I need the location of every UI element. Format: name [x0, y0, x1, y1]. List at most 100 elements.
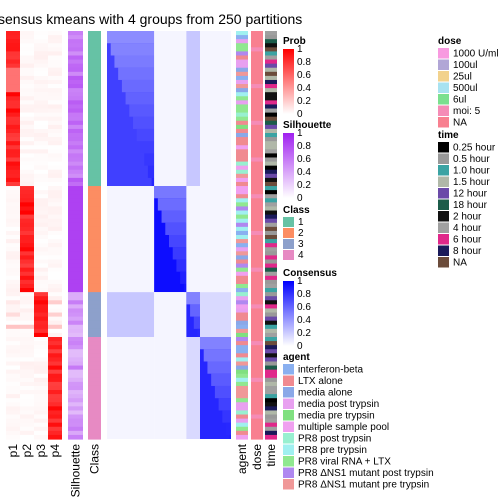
time-cell	[265, 353, 277, 358]
prob-cell	[6, 100, 20, 106]
prob-cell	[34, 63, 48, 69]
agent-cell	[236, 369, 248, 375]
prob-cell	[34, 418, 48, 424]
agent-cell	[236, 145, 248, 150]
agent-cell	[236, 430, 248, 436]
prob-cell	[20, 426, 34, 432]
column-label: p2	[20, 444, 34, 458]
column-label: Class	[88, 444, 102, 474]
prob-cell	[34, 141, 48, 146]
consensus-gradient	[190, 304, 200, 317]
class-cell	[88, 92, 101, 97]
legend-tick: 0.4	[297, 315, 311, 326]
dose-cell	[251, 104, 263, 110]
class-cell	[88, 251, 101, 256]
dose-legend-label: 1000 U/ml	[453, 49, 499, 60]
time-cell	[265, 88, 277, 93]
class-cell	[88, 271, 101, 277]
time-cell	[265, 345, 277, 350]
class-cell	[88, 79, 101, 85]
prob-cell	[20, 398, 34, 403]
column-label: time	[264, 444, 278, 467]
agent-cell	[236, 210, 248, 216]
agent-cell	[236, 255, 248, 261]
prob-cell	[6, 206, 20, 212]
silhouette-cell	[68, 67, 83, 73]
prob-cell	[34, 235, 48, 240]
silhouette-cell	[68, 320, 83, 326]
legend-title: Silhouette	[283, 120, 332, 131]
dose-cell	[251, 108, 263, 114]
prob-cell	[34, 202, 48, 208]
prob-cell	[34, 251, 48, 256]
prob-cell	[20, 226, 34, 232]
class-cell	[88, 181, 101, 187]
silhouette-cell	[68, 259, 83, 265]
silhouette-cell	[68, 39, 83, 44]
class-cell	[88, 137, 101, 142]
dose-cell	[251, 288, 263, 293]
silhouette-cell	[68, 341, 83, 346]
time-cell	[265, 39, 277, 44]
prob-cell	[34, 79, 48, 85]
agent-legend-label: interferon-beta	[298, 365, 363, 376]
prob-cell	[6, 39, 20, 44]
agent-cell	[236, 361, 248, 367]
dose-cell	[251, 222, 263, 228]
silhouette-cell	[68, 79, 83, 85]
prob-cell	[6, 157, 20, 163]
agent-cell	[236, 51, 248, 57]
silhouette-cell	[68, 324, 83, 330]
prob-cell	[34, 124, 48, 130]
prob-cell	[48, 337, 62, 342]
prob-cell	[34, 320, 48, 326]
prob-cell	[34, 430, 48, 436]
silhouette-cell	[68, 434, 83, 440]
prob-cell	[20, 47, 34, 52]
class-cell	[88, 316, 101, 322]
prob-cell	[6, 353, 20, 358]
time-cell	[265, 398, 277, 403]
class-cell	[88, 112, 101, 118]
time-cell	[265, 434, 277, 440]
prob-cell	[6, 283, 20, 289]
prob-cell	[34, 35, 48, 40]
time-cell	[265, 332, 277, 338]
dose-cell	[251, 324, 263, 330]
class-cell	[88, 357, 101, 363]
legend-title: dose	[438, 36, 462, 47]
class-legend-label: 4	[298, 250, 304, 261]
agent-cell	[236, 410, 248, 416]
dose-legend-swatch	[438, 71, 449, 82]
prob-cell	[48, 226, 62, 232]
prob-cell	[34, 385, 48, 391]
silhouette-cell	[68, 296, 83, 301]
prob-cell	[6, 226, 20, 232]
class-cell	[88, 177, 101, 183]
prob-cell	[48, 271, 62, 277]
class-cell	[88, 312, 101, 318]
time-cell	[265, 292, 277, 297]
agent-legend-swatch	[283, 444, 294, 455]
prob-cell	[20, 31, 34, 36]
prob-cell	[48, 304, 62, 310]
prob-cell	[48, 414, 62, 420]
prob-cell	[34, 271, 48, 277]
consensus-gradient	[172, 247, 187, 260]
consensus-block	[200, 186, 231, 293]
legend-title: agent	[283, 352, 310, 363]
prob-cell	[34, 145, 48, 150]
class-cell	[88, 345, 101, 350]
class-cell	[88, 422, 101, 428]
dose-cell	[251, 235, 263, 240]
time-cell	[265, 153, 277, 159]
agent-cell	[236, 390, 248, 395]
dose-cell	[251, 226, 263, 232]
prob-cell	[6, 279, 20, 285]
dose-cell	[251, 259, 263, 265]
class-cell	[88, 133, 101, 138]
prob-cell	[48, 169, 62, 175]
time-legend-label: 1.5 hour	[453, 177, 490, 188]
agent-cell	[236, 92, 248, 97]
silhouette-cell	[68, 271, 83, 277]
